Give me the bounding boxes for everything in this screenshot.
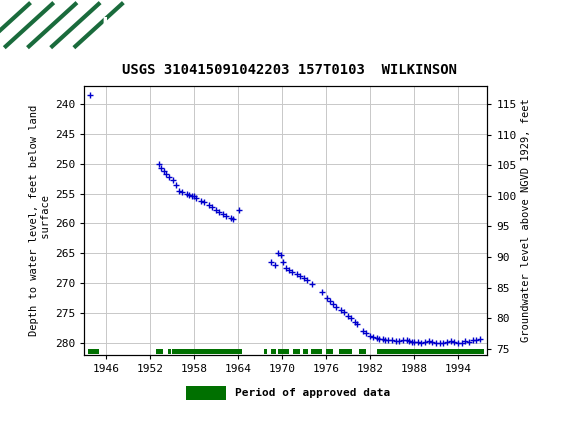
Bar (156, 349, 163, 354)
Y-axis label: Depth to water level, feet below land
 surface: Depth to water level, feet below land su… (29, 105, 50, 336)
Text: USGS 310415091042203 157T0103  WILKINSON: USGS 310415091042203 157T0103 WILKINSON (122, 62, 458, 77)
Bar (311, 349, 322, 354)
Y-axis label: Groundwater level above NGVD 1929, feet: Groundwater level above NGVD 1929, feet (521, 98, 531, 342)
Bar (377, 349, 484, 354)
Text: USGS: USGS (102, 16, 157, 34)
Bar (359, 349, 366, 354)
Bar (293, 349, 300, 354)
Bar (303, 349, 307, 354)
Text: Period of approved data: Period of approved data (235, 388, 390, 398)
Bar (278, 349, 289, 354)
Bar (264, 349, 267, 354)
Bar (339, 349, 351, 354)
Bar (88, 349, 99, 354)
Bar (172, 349, 242, 354)
Bar (168, 349, 171, 354)
Bar (326, 349, 334, 354)
Bar (6, 4, 96, 46)
Bar (271, 349, 276, 354)
Bar (186, 386, 226, 400)
